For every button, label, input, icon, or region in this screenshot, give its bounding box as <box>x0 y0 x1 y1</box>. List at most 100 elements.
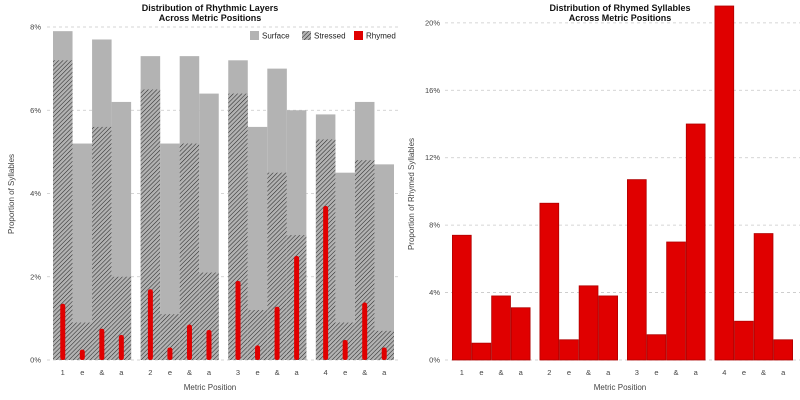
left-x-tick-label: & <box>187 368 192 377</box>
right-x-tick-label: e <box>742 368 746 377</box>
stressed-bar <box>267 172 287 360</box>
left-y-tick-label: 4% <box>30 189 41 198</box>
left-x-axis-label: Metric Position <box>184 383 236 392</box>
right-title-line-1: Distribution of Rhymed Syllables <box>549 3 690 13</box>
surface-bar <box>160 143 180 360</box>
right-x-tick-label: 1 <box>460 368 464 377</box>
right-y-tick-label: 4% <box>429 288 440 297</box>
left-x-tick-label: e <box>168 368 172 377</box>
rhymed-proportion-bar <box>451 234 472 361</box>
stressed-bar <box>53 60 73 361</box>
surface-bar <box>247 126 268 361</box>
rhymed-bar <box>342 340 348 360</box>
stressed-bar <box>111 276 132 360</box>
left-y-tick-label: 8% <box>30 23 41 32</box>
left-bars <box>53 31 394 361</box>
left-x-tick-label: 3 <box>236 368 240 377</box>
rhymed-bar <box>235 280 241 360</box>
right-y-tick-label: 12% <box>425 153 440 162</box>
stressed-bar <box>92 126 112 361</box>
rhymed-proportion-bar <box>646 334 667 361</box>
rhymed-bar <box>167 347 173 360</box>
surface-bar <box>374 164 394 360</box>
left-x-tick-label: 1 <box>61 368 65 377</box>
stressed-bar <box>160 314 180 360</box>
left-y-axis-label: Proportion of Syllables <box>7 154 16 234</box>
rhymed-proportion-bar <box>598 295 619 361</box>
right-chart: Distribution of Rhymed Syllables Across … <box>407 3 800 392</box>
left-x-tick-label: 4 <box>324 368 328 377</box>
right-y-tick-label: 20% <box>425 18 440 27</box>
left-title-line-2: Across Metric Positions <box>159 13 262 23</box>
stressed-bar <box>179 143 200 360</box>
rhymed-bar <box>60 303 66 360</box>
rhymed-proportion-bar <box>627 179 647 361</box>
rhymed-bar <box>362 302 368 360</box>
left-x-tick-label: e <box>343 368 347 377</box>
stressed-bar <box>228 93 248 360</box>
legend-label-stressed: Stressed <box>314 32 346 41</box>
legend-label-rhymed: Rhymed <box>366 32 396 41</box>
rhymed-proportion-bar <box>685 123 706 361</box>
rhymed-bar <box>186 324 192 360</box>
right-x-tick-label: 3 <box>635 368 639 377</box>
left-y-tick-label: 6% <box>30 106 41 115</box>
right-x-ticks: 1 e & a 2 e & a 3 e & a 4 e & a <box>460 368 786 377</box>
rhymed-bar <box>206 330 212 360</box>
rhymed-bar <box>274 306 280 360</box>
legend-swatch-surface <box>250 31 259 40</box>
rhymed-bar <box>147 289 153 360</box>
rhymed-bar <box>99 328 105 360</box>
right-x-tick-label: a <box>694 368 699 377</box>
right-y-tick-label: 8% <box>429 221 440 230</box>
left-chart: Distribution of Rhythmic Layers Across M… <box>7 3 400 392</box>
rhymed-proportion-bar <box>491 295 511 361</box>
stressed-bar <box>199 272 219 360</box>
rhymed-proportion-bar <box>714 5 735 361</box>
right-x-tick-label: & <box>761 368 766 377</box>
left-x-tick-label: e <box>80 368 84 377</box>
rhymed-proportion-bar <box>559 339 579 361</box>
left-x-tick-label: a <box>207 368 212 377</box>
surface-bar <box>72 143 93 360</box>
left-x-ticks: 1 e & a 2 e & a 3 e & a 4 e & a <box>61 368 387 377</box>
left-y-tick-label: 2% <box>30 272 41 281</box>
rhymed-proportion-bar <box>510 307 531 361</box>
left-x-tick-label: a <box>382 368 387 377</box>
rhymed-proportion-bar <box>753 233 774 361</box>
rhymed-proportion-bar <box>666 241 686 361</box>
left-x-tick-label: a <box>119 368 124 377</box>
right-title-line-2: Across Metric Positions <box>569 13 672 23</box>
right-x-tick-label: 2 <box>547 368 551 377</box>
left-legend: Surface Stressed Rhymed <box>250 31 396 41</box>
right-x-tick-label: a <box>519 368 524 377</box>
stressed-bar <box>140 89 161 360</box>
right-x-tick-label: 4 <box>722 368 726 377</box>
rhymed-proportion-bar <box>773 339 794 361</box>
right-x-tick-label: & <box>499 368 504 377</box>
rhymed-bar <box>381 347 387 360</box>
rhymed-proportion-bar <box>734 320 754 361</box>
right-y-tick-label: 0% <box>429 356 440 365</box>
right-x-tick-label: e <box>479 368 483 377</box>
stressed-bar <box>247 310 268 360</box>
right-x-tick-label: e <box>654 368 658 377</box>
rhymed-proportion-bar <box>539 202 560 361</box>
right-y-tick-label: 16% <box>425 86 440 95</box>
stressed-bar <box>354 160 375 360</box>
rhymed-bar <box>118 335 124 360</box>
right-x-tick-label: & <box>674 368 679 377</box>
right-x-tick-label: a <box>781 368 786 377</box>
left-x-tick-label: 2 <box>148 368 152 377</box>
right-x-axis-label: Metric Position <box>594 383 646 392</box>
legend-label-surface: Surface <box>262 32 290 41</box>
rhymed-bar <box>255 345 261 360</box>
left-y-ticks: 0% 2% 4% 6% 8% <box>30 23 41 365</box>
right-y-ticks: 0% 4% 8% 12% 16% 20% <box>425 18 440 364</box>
rhymed-bar <box>79 349 85 360</box>
right-x-tick-label: a <box>606 368 611 377</box>
left-x-tick-label: e <box>255 368 259 377</box>
stressed-bar <box>374 330 394 360</box>
